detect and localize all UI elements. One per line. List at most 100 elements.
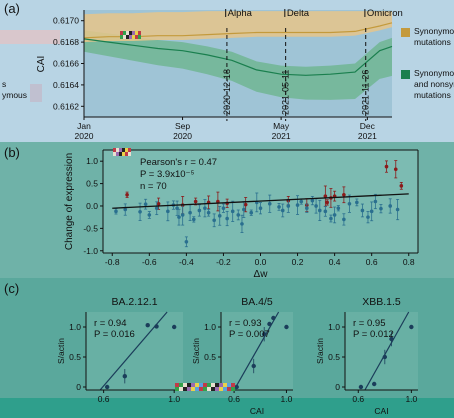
x-tick-label-b: -0.2 [216,257,231,267]
data-point [240,222,244,226]
stat-annotation-c: r = 0.94 [94,318,126,329]
x-axis-label-b: Δw [254,269,269,280]
plot-area-c [86,312,183,390]
y-tick-label-c: 1.0 [328,322,340,332]
data-point [360,208,365,213]
data-point [166,209,170,214]
y-tick-label-a: 0.6166 [53,59,79,69]
stat-annotation-b: P = 3.9x10⁻⁵ [140,169,195,180]
legend-swatch-0 [401,28,410,37]
artifact-pixel [207,387,211,391]
artifact-pixel [191,387,195,391]
y-tick-label-b: -1.0 [83,246,98,256]
y-axis-label-c: S/actin [315,338,325,364]
artifact-pixel [175,383,179,387]
panel-label-b: (b) [4,145,20,160]
data-point [325,200,330,205]
data-point [138,210,142,214]
artifact-pixel [116,148,119,152]
date-marker-label: 2021-11-26 [361,70,371,115]
variant-label: Alpha [228,8,253,19]
data-point [369,209,374,214]
data-point [216,199,220,204]
artifact-pixel [138,35,141,39]
y-axis-label-a: CAI [36,56,47,73]
legend-fragment-swatch [30,84,42,102]
x-tick-label-b: 0.2 [292,257,304,267]
data-point [393,167,398,172]
y-axis-label-c: S/actin [56,338,66,364]
data-point [310,198,315,203]
data-point [267,321,272,327]
artifact-pixel [223,383,227,387]
data-point [342,192,346,197]
y-axis-label-c: S/actin [191,338,201,364]
artifact-pixel [125,152,128,156]
y-tick-label-c: 0.5 [328,352,340,362]
data-point [382,354,388,360]
x-tick-year-a: 2020 [75,131,94,141]
y-tick-label-c: 0.5 [69,352,81,362]
artifact-pixel [223,387,227,391]
artifact-pixel [203,383,207,387]
artifact-pixel [215,383,219,387]
date-marker-label: 2020-12-18 [222,69,232,115]
data-point [271,315,276,321]
x-tick-label-c: 0.6 [98,394,110,404]
data-point [373,199,378,204]
data-point [177,215,181,219]
artifact-pixel [219,383,223,387]
data-point [372,381,377,387]
data-point [267,201,272,206]
band-syn [84,11,392,43]
y-tick-label-c: 1.0 [69,322,81,332]
y-tick-label-b: -0.5 [83,223,98,233]
data-point [104,384,110,390]
artifact-pixel [191,383,195,387]
data-point [295,203,300,207]
legend-label-1: mutations [414,90,451,100]
data-point [171,324,177,330]
data-point [395,207,400,212]
data-point [122,374,128,379]
artifact-pixel [211,383,215,387]
artifact-pixel [119,152,122,156]
subplot-XBB.1.5: XBB.1.5 0 0.5 1.0 0.6 1.0 CAI S/actin r = 0.95P … [315,296,418,416]
x-tick-label-c: 0.6 [352,394,364,404]
artifact-pixel [126,35,129,39]
x-tick-year-a: 2020 [173,131,192,141]
artifact-pixel [227,383,231,387]
artifact-pixel [123,31,126,35]
data-point [314,204,318,208]
y-tick-label-c: 0 [335,382,340,392]
data-point [217,214,222,218]
artifact-pixel [199,387,203,391]
data-point [251,363,256,369]
y-tick-label-a: 0.6168 [53,37,79,47]
data-point [188,210,192,215]
artifact-pixel [187,383,191,387]
data-point [191,217,196,222]
artifact-pixel [125,148,128,152]
data-point [305,206,309,211]
artifact-pixel [179,383,183,387]
data-point [154,324,159,329]
stat-annotation-b: n = 70 [140,181,167,192]
data-point [249,210,254,215]
stat-annotation-c: P = 0.007 [229,329,270,340]
x-tick-label-b: 0.8 [403,257,415,267]
data-point [258,206,263,211]
data-point [212,218,216,223]
legend-fragment: ymous [2,90,27,100]
data-point [206,210,211,215]
data-point [329,216,333,221]
y-tick-label-a: 0.6162 [53,101,79,111]
data-point [299,199,304,204]
data-point [234,384,239,390]
x-tick-label-b: 0.4 [329,257,341,267]
fit-line-b [112,193,409,209]
data-point [180,213,185,217]
series-line-nonsyn [83,38,393,76]
